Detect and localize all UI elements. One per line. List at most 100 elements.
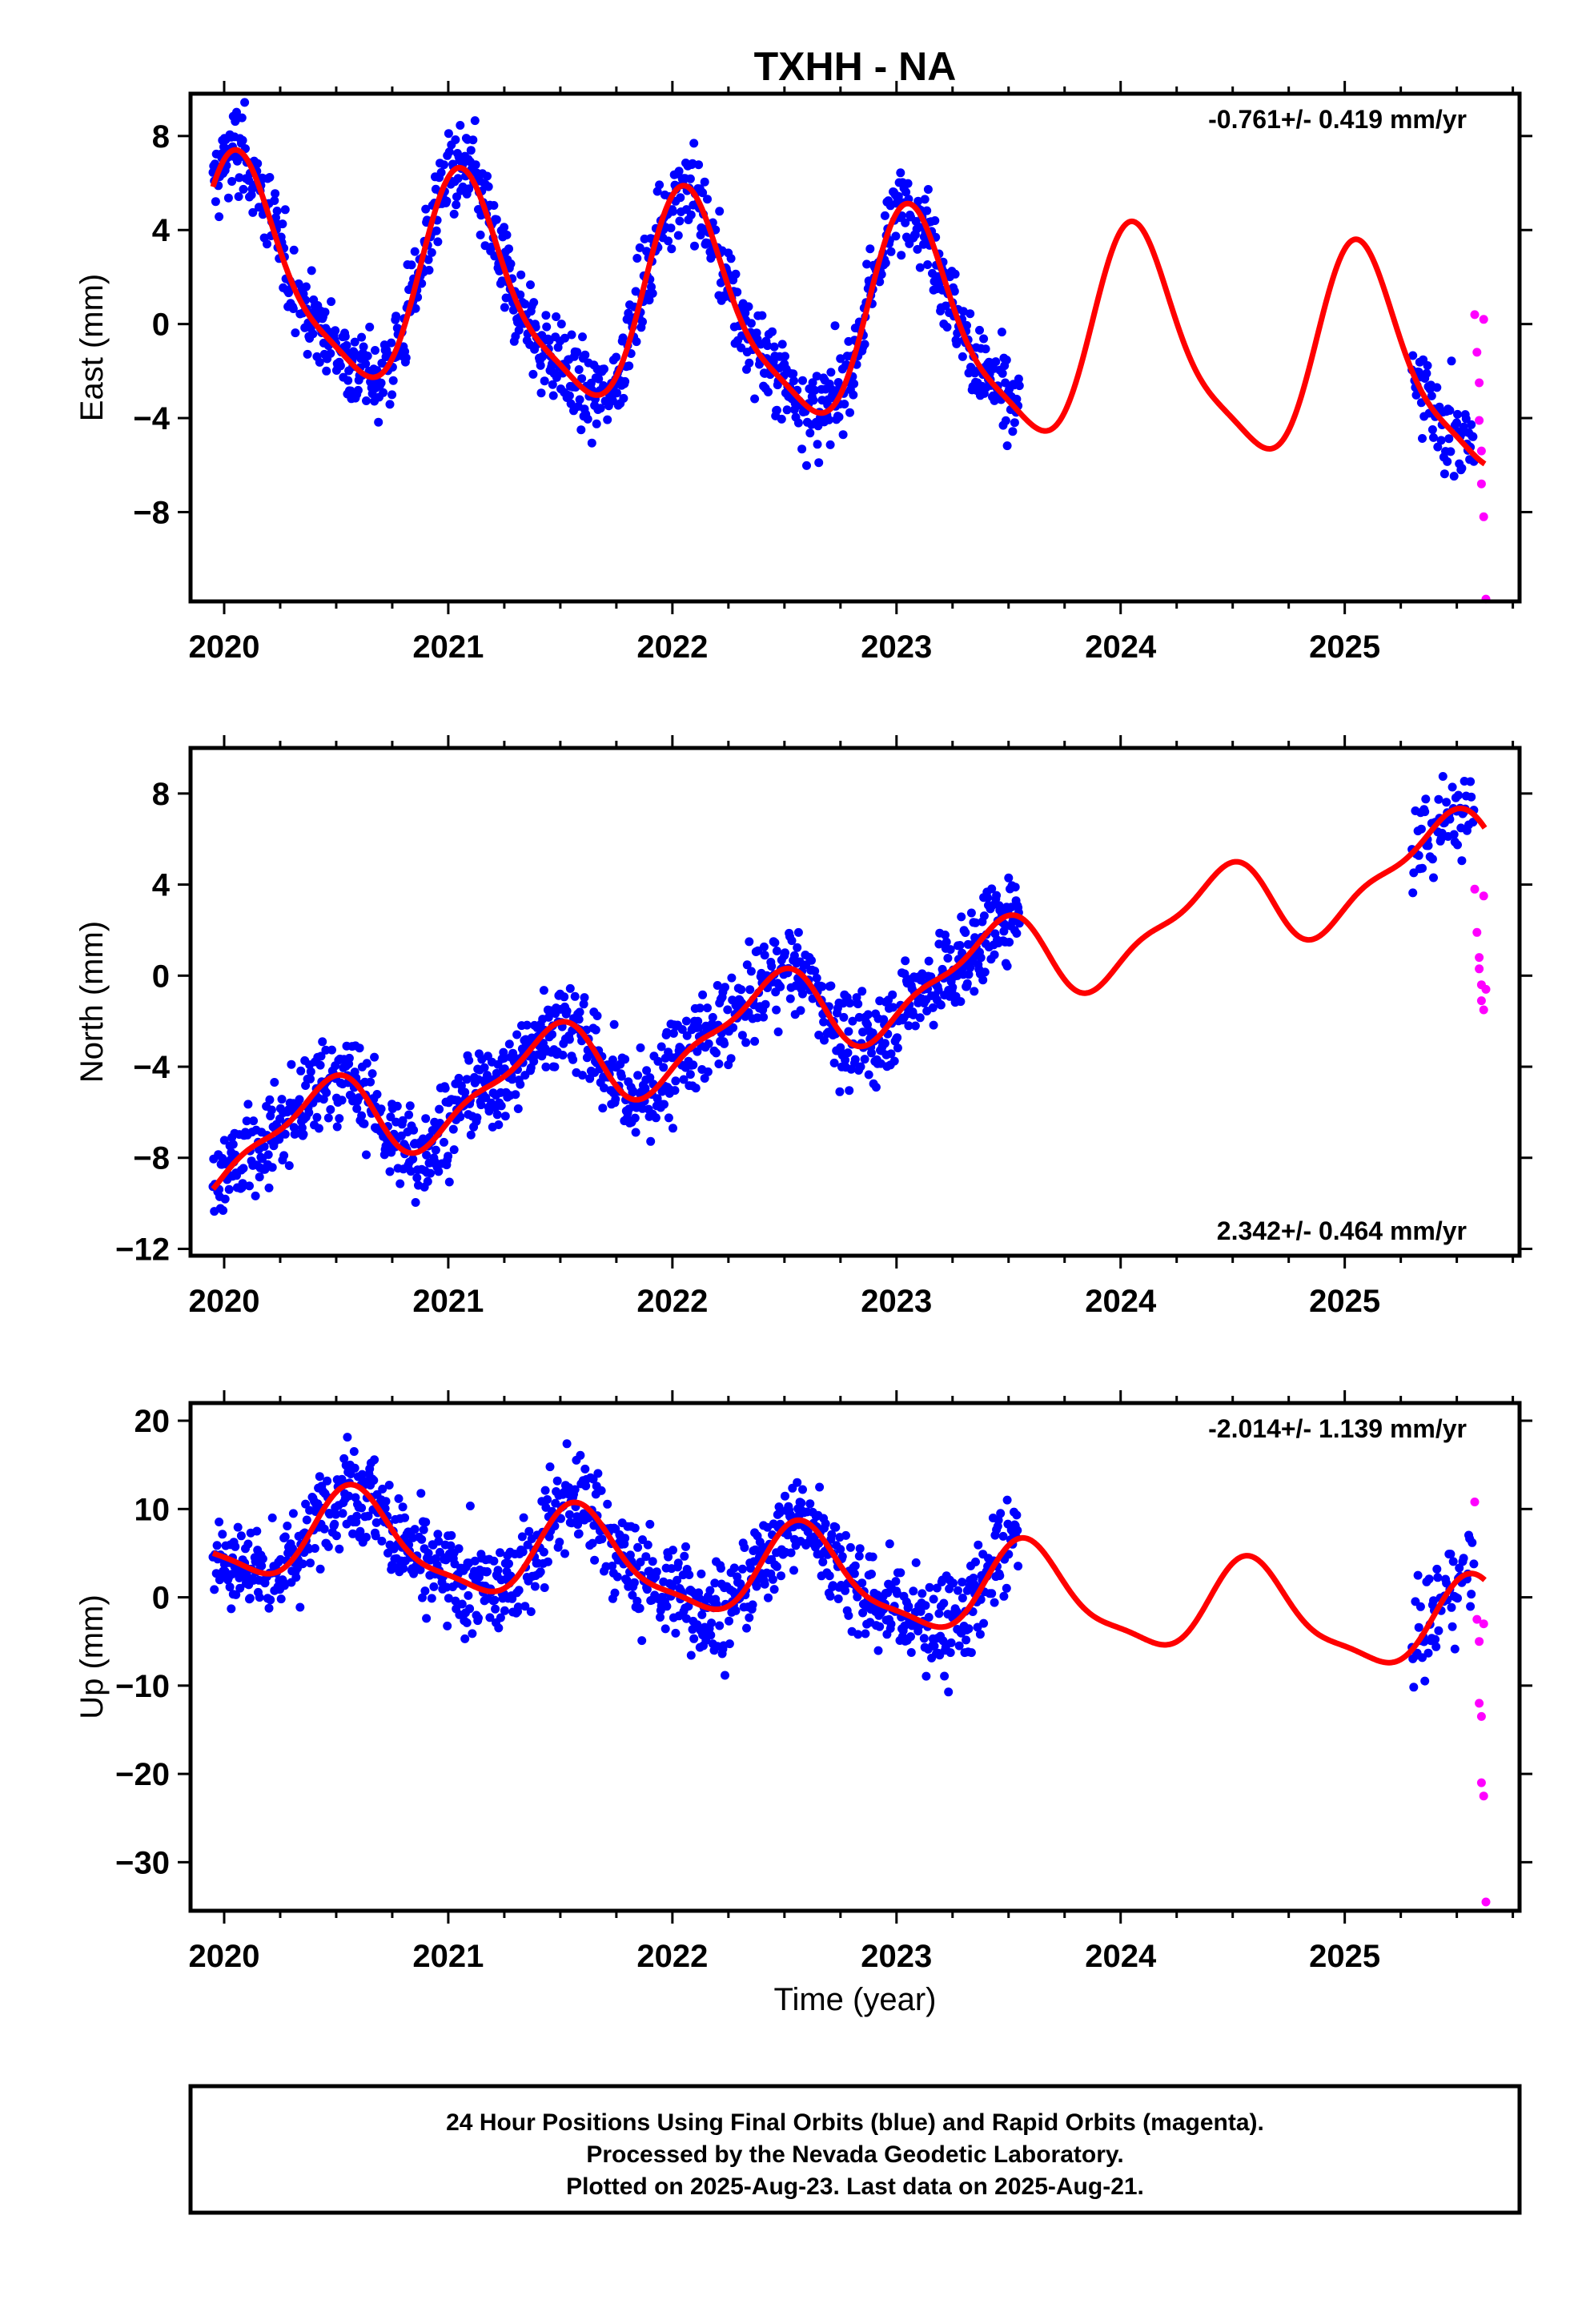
x-tick-label: 2025	[1309, 629, 1380, 665]
x-tick-labels: 2020 2021 2022 2023 2024 2025	[188, 1284, 1380, 1319]
final-point	[712, 1048, 721, 1058]
final-point	[686, 1651, 696, 1660]
final-point	[314, 1124, 323, 1133]
final-point	[575, 1007, 584, 1017]
final-point	[315, 1564, 325, 1574]
final-point	[409, 1125, 419, 1135]
final-point	[1008, 427, 1018, 436]
footer-line-2: Processed by the Nevada Geodetic Laborat…	[586, 2141, 1123, 2168]
final-point	[1002, 1583, 1011, 1593]
rapid-orbit-points	[1470, 884, 1491, 1015]
plot-frame	[188, 1401, 1522, 1913]
final-point	[357, 1503, 367, 1513]
final-point	[1408, 888, 1418, 898]
final-point	[796, 1006, 805, 1015]
final-point	[233, 1522, 243, 1532]
final-point	[917, 1589, 927, 1598]
final-point	[845, 408, 854, 417]
final-point	[354, 1093, 363, 1103]
final-point	[685, 174, 695, 183]
final-point	[556, 320, 566, 329]
final-point	[810, 967, 820, 976]
final-point	[901, 187, 911, 197]
final-point	[369, 1476, 379, 1485]
final-point	[741, 1038, 751, 1047]
final-point	[903, 179, 913, 188]
final-point	[958, 1594, 967, 1602]
final-point	[789, 951, 799, 960]
final-point	[556, 1514, 565, 1523]
final-point	[992, 891, 1002, 900]
final-point	[418, 1593, 427, 1602]
final-point	[1447, 1602, 1456, 1612]
rapid-point	[1476, 1778, 1486, 1787]
final-point	[950, 269, 960, 279]
final-point	[565, 983, 575, 993]
final-point	[966, 963, 975, 972]
final-point	[518, 1547, 528, 1557]
final-point	[745, 358, 754, 368]
final-point	[1001, 416, 1010, 425]
final-point	[398, 1116, 408, 1125]
final-point	[836, 354, 845, 364]
final-point	[725, 1616, 733, 1626]
final-point	[1408, 351, 1418, 360]
final-point	[426, 1168, 436, 1178]
final-point	[674, 167, 684, 176]
final-point	[819, 1017, 829, 1027]
final-point	[318, 1037, 327, 1047]
final-point	[471, 160, 480, 170]
final-point	[904, 1602, 913, 1611]
x-tick-label: 2023	[861, 1939, 932, 1974]
final-point	[436, 167, 446, 177]
final-point	[504, 1559, 513, 1569]
final-point	[783, 1530, 793, 1540]
final-point	[962, 1635, 971, 1645]
final-point	[564, 1035, 574, 1044]
y-tick-label: −10	[115, 1669, 170, 1704]
final-point	[966, 908, 976, 918]
final-point	[681, 1016, 691, 1026]
final-point	[301, 282, 311, 292]
final-point	[444, 147, 454, 157]
final-point	[363, 352, 372, 360]
final-point	[427, 1594, 436, 1603]
final-point	[914, 223, 924, 232]
final-point	[453, 174, 463, 183]
final-point	[388, 376, 398, 385]
final-point	[370, 1455, 379, 1465]
final-point	[249, 1116, 259, 1126]
final-point	[633, 1071, 643, 1080]
final-point	[863, 1010, 873, 1019]
final-point	[1469, 1559, 1479, 1569]
final-point	[979, 911, 989, 921]
final-point	[489, 1556, 499, 1566]
final-point	[853, 999, 863, 1009]
final-point	[1453, 1594, 1462, 1603]
final-point	[248, 207, 258, 217]
final-point	[594, 374, 604, 384]
final-point	[591, 1025, 600, 1035]
final-point	[1002, 961, 1012, 971]
final-point	[737, 1564, 747, 1574]
final-point	[423, 1176, 432, 1186]
final-point	[543, 1495, 552, 1504]
final-point	[662, 1602, 672, 1611]
final-point	[1448, 1557, 1458, 1566]
final-point	[1468, 432, 1478, 441]
final-point	[831, 1522, 841, 1532]
final-point	[1466, 1602, 1476, 1611]
final-point	[839, 1012, 849, 1022]
final-point	[480, 1063, 489, 1072]
final-point	[770, 938, 780, 947]
final-point	[700, 177, 709, 187]
east-panel: 2020 2021 2022 2023 2024 2025 8 4 0 −4 −8 East (mm)…	[74, 81, 1532, 665]
final-point	[641, 1552, 651, 1562]
final-point	[451, 1596, 460, 1606]
final-point	[897, 211, 906, 220]
final-point	[841, 1530, 850, 1540]
final-point	[646, 1136, 656, 1146]
final-point	[421, 1114, 431, 1124]
final-point	[568, 1055, 578, 1064]
final-point	[638, 317, 647, 327]
